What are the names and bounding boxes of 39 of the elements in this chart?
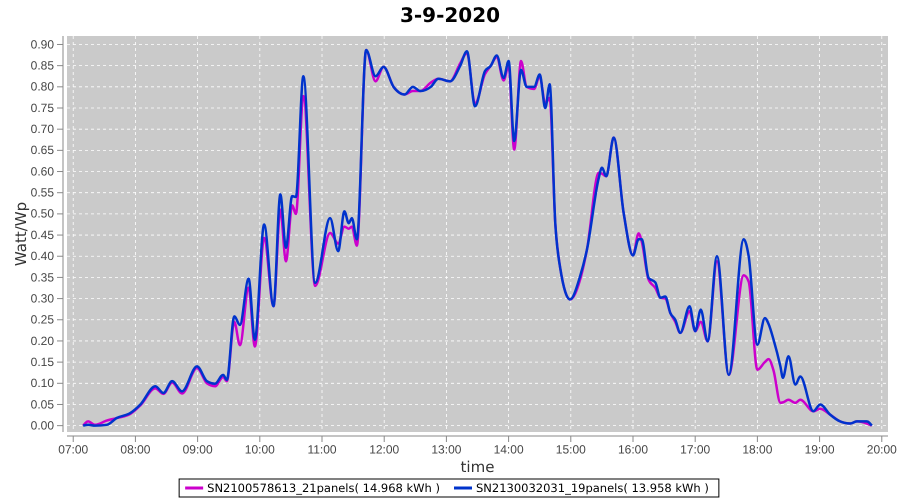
x-tick-label: 09:00 (182, 442, 213, 457)
y-tick-label: 0.00 (30, 418, 54, 432)
x-tick-label: 10:00 (244, 442, 276, 457)
x-tick-label: 08:00 (120, 442, 151, 457)
x-axis-title: time (460, 458, 494, 476)
y-tick-label: 0.80 (30, 80, 54, 94)
y-tick-label: 0.25 (30, 312, 54, 327)
x-tick-label: 18:00 (742, 442, 773, 457)
x-tick-label: 14:00 (494, 442, 524, 457)
y-tick-label: 0.85 (30, 58, 54, 72)
y-tick-label: 0.35 (30, 270, 54, 284)
y-tick-label: 0.65 (30, 143, 54, 158)
x-tick-label: 11:00 (307, 442, 337, 457)
y-tick-label: 0.10 (30, 376, 54, 390)
y-tick-label: 0.90 (30, 37, 54, 52)
x-tick-label: 19:00 (804, 442, 835, 457)
legend-label: SN2130032031_19panels( 13.958 kWh ) (476, 481, 709, 495)
y-axis-title: Watt/Wp (12, 202, 30, 266)
x-tick-label: 07:00 (58, 442, 89, 457)
x-tick-label: 16:00 (618, 442, 648, 457)
y-tick-label: 0.70 (30, 122, 54, 136)
y-tick-label: 0.55 (30, 186, 54, 200)
y-tick-label: 0.60 (30, 164, 54, 178)
chart-title: 3-9-2020 (400, 3, 500, 27)
y-tick-label: 0.75 (30, 100, 54, 115)
y-tick-label: 0.15 (30, 354, 54, 369)
y-tick-label: 0.40 (30, 249, 54, 264)
y-tick-label: 0.20 (30, 334, 54, 348)
y-tick-label: 0.30 (30, 291, 54, 306)
x-tick-label: 15:00 (556, 442, 586, 457)
x-tick-label: 17:00 (680, 442, 711, 457)
y-tick-label: 0.45 (30, 228, 54, 242)
x-tick-label: 13:00 (431, 442, 462, 457)
legend-label: SN2100578613_21panels( 14.968 kWh ) (207, 481, 440, 495)
y-tick-label: 0.05 (30, 397, 54, 412)
x-tick-label: 20:00 (866, 442, 898, 457)
x-tick-label: 12:00 (369, 442, 400, 457)
line-series (82, 48, 874, 427)
y-tick-label: 0.50 (30, 206, 54, 221)
